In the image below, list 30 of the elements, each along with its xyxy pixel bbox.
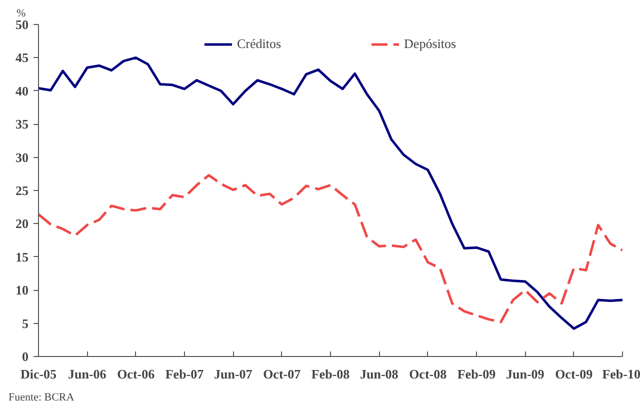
y-tick-label: 5 — [22, 316, 29, 331]
legend-label: Créditos — [236, 36, 282, 52]
y-tick-label: 45 — [16, 50, 29, 66]
x-tick-label: Jun-06 — [68, 366, 107, 382]
y-tick-label: 40 — [16, 83, 28, 98]
x-tick-label: Oct-07 — [263, 366, 302, 382]
line-series — [38, 56, 622, 330]
y-tick-label: 10 — [16, 282, 28, 298]
x-tick-label: Oct-08 — [409, 366, 448, 382]
x-tick-label: Feb-10 — [602, 366, 640, 382]
y-tick-label: 0 — [22, 349, 28, 364]
x-tick-label: Oct-06 — [117, 366, 156, 382]
x-tick-label: Feb-07 — [165, 366, 204, 382]
x-tick-label: Jun-08 — [360, 366, 399, 382]
y-tick-label: 15 — [16, 249, 29, 264]
x-tick-label: Dic-05 — [20, 366, 58, 382]
x-tick-label: Oct-09 — [555, 366, 594, 382]
legend-label: Depósitos — [404, 36, 456, 52]
y-tick-label: 25 — [16, 183, 29, 198]
y-tick-label: 30 — [16, 150, 28, 165]
source-note: Fuente: BCRA — [8, 392, 74, 404]
y-tick-label: 50 — [16, 17, 28, 32]
y-tick-label: 35 — [16, 116, 29, 132]
x-tick-label: Jun-07 — [214, 366, 253, 382]
y-tick-label: 20 — [16, 216, 28, 232]
x-tick-label: Feb-08 — [311, 366, 350, 382]
y-axis-title: % — [16, 8, 26, 20]
line-series — [38, 174, 622, 324]
x-tick-label: Jun-09 — [506, 366, 545, 382]
x-tick-label: Feb-09 — [457, 366, 496, 382]
